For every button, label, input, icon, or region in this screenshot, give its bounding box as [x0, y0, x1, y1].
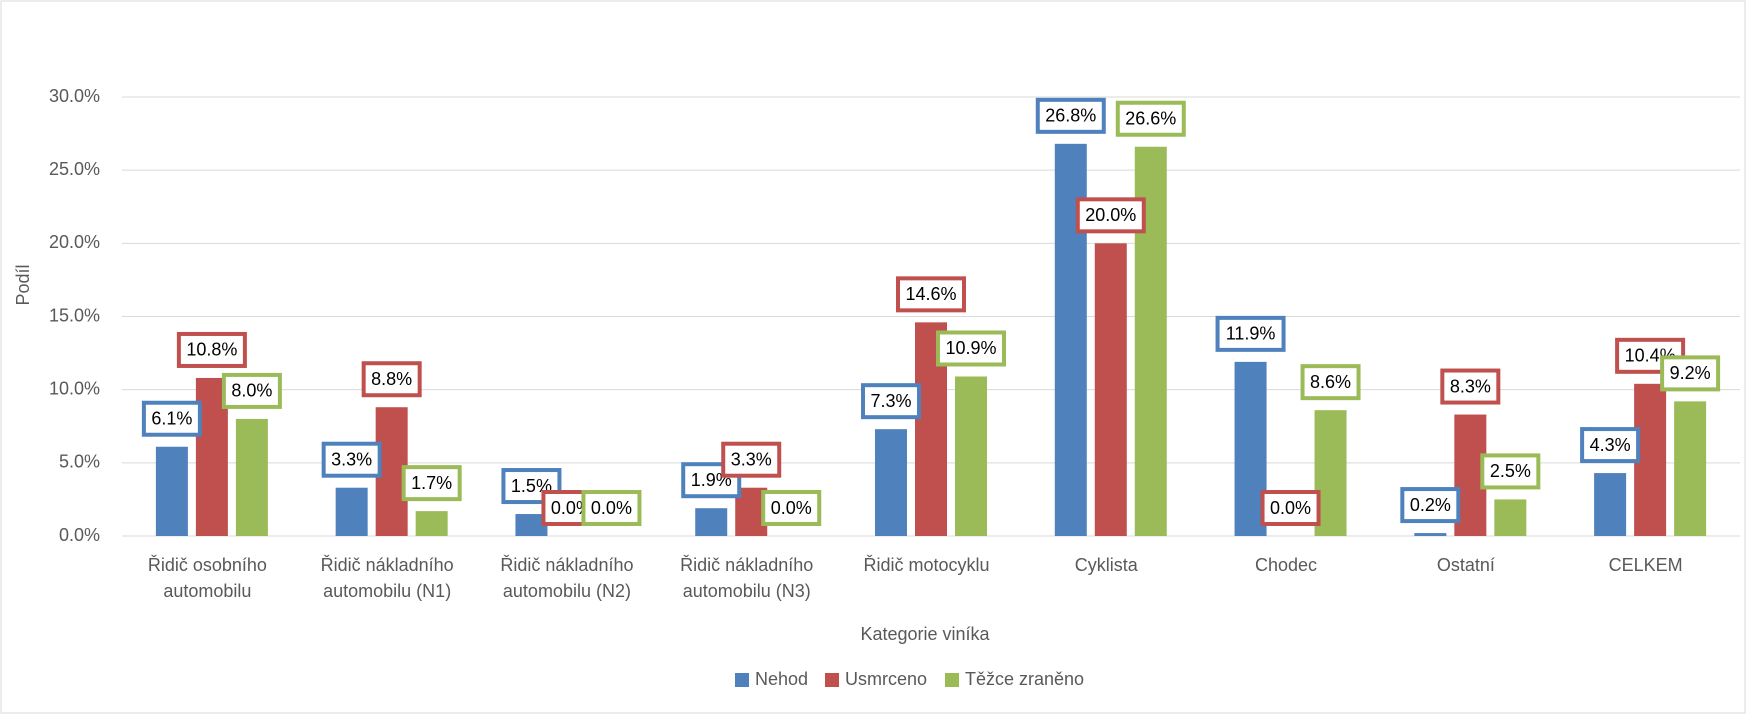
data-label-box	[221, 372, 282, 409]
data-label-box	[1115, 100, 1186, 137]
y-tick-label: 5.0%	[59, 452, 100, 472]
bar	[1594, 473, 1627, 536]
legend-swatch	[825, 673, 839, 687]
y-tick-label: 15.0%	[49, 305, 100, 325]
data-label: 0.2%	[1410, 495, 1451, 515]
data-label: 0.0%	[771, 498, 812, 518]
x-tick-label: Řidič nákladního automobilu (N2)	[500, 555, 634, 601]
x-tick-label: Řidič nákladního automobilu (N3)	[680, 555, 814, 601]
bar	[955, 376, 987, 536]
x-tick-label: Řidič motocyklu	[863, 555, 990, 575]
y-tick-label: 0.0%	[59, 525, 100, 545]
data-label: 0.0%	[1270, 498, 1311, 518]
data-label: 8.3%	[1450, 376, 1491, 396]
y-tick-label: 20.0%	[49, 232, 100, 252]
data-label-box	[141, 400, 202, 437]
data-label-box	[581, 490, 642, 526]
data-label: 8.8%	[371, 369, 412, 389]
y-tick-label: 30.0%	[49, 86, 100, 106]
legend-swatch	[735, 673, 749, 687]
data-label-box	[1400, 487, 1461, 524]
data-label-box	[501, 468, 562, 505]
data-label: 20.0%	[1085, 205, 1136, 225]
x-tick-label: Ostatní	[1436, 555, 1495, 575]
bar	[1094, 243, 1127, 537]
x-tick-label: Řidič osobního automobilu	[147, 555, 267, 601]
bar	[235, 418, 268, 536]
data-label-box	[361, 361, 422, 398]
data-label: 4.3%	[1590, 435, 1631, 455]
legend-label: Usmrceno	[845, 669, 927, 689]
bar	[1674, 401, 1707, 536]
data-label-box	[1075, 197, 1146, 234]
data-label-box	[1215, 315, 1286, 352]
data-label-box	[1260, 490, 1321, 526]
y-axis-title: Podíl	[13, 264, 33, 305]
data-label-box	[1660, 355, 1721, 392]
data-label-box	[321, 441, 382, 478]
data-label-box	[761, 490, 822, 526]
data-label: 10.9%	[945, 338, 996, 358]
data-label: 11.9%	[1226, 324, 1276, 344]
legend-label: Těžce zraněno	[965, 669, 1084, 689]
y-tick-label: 10.0%	[49, 378, 100, 398]
data-label-box	[401, 465, 462, 502]
data-label: 3.3%	[731, 449, 772, 469]
data-label: 8.6%	[1310, 372, 1351, 392]
data-label: 1.7%	[411, 473, 452, 493]
data-label: 10.8%	[186, 340, 237, 360]
data-label: 3.3%	[331, 449, 372, 469]
x-tick-label: Chodec	[1255, 555, 1318, 575]
bar	[1494, 499, 1527, 536]
bar	[515, 514, 548, 536]
bar	[155, 446, 188, 536]
data-label-box	[1480, 453, 1541, 490]
data-label: 7.3%	[870, 391, 911, 411]
data-label-box	[1440, 368, 1501, 405]
bar	[1414, 533, 1447, 536]
x-axis-title: Kategorie viníka	[860, 624, 990, 644]
legend-label: Nehod	[755, 669, 808, 689]
x-tick-label: Cyklista	[1074, 555, 1138, 575]
data-label-box	[176, 331, 247, 368]
data-label-box	[721, 441, 782, 478]
x-tick-label: CELKEM	[1608, 555, 1683, 575]
data-label-box	[896, 276, 966, 313]
data-label: 0.0%	[591, 498, 632, 518]
bar	[335, 487, 368, 536]
data-label-box	[1300, 364, 1361, 401]
data-label: 9.2%	[1670, 363, 1711, 383]
data-label: 14.6%	[905, 284, 956, 304]
data-label: 26.6%	[1125, 109, 1176, 129]
data-label: 26.8%	[1045, 106, 1096, 126]
data-label-box	[1580, 427, 1641, 464]
bar	[695, 508, 728, 536]
data-label-box	[1035, 97, 1106, 134]
data-label: 8.0%	[231, 381, 272, 401]
x-tick-label: Řidič nákladního automobilu (N1)	[320, 555, 454, 601]
data-label: 6.1%	[151, 408, 192, 428]
data-label-box	[861, 383, 921, 420]
data-label: 2.5%	[1490, 461, 1531, 481]
y-tick-label: 25.0%	[49, 159, 100, 179]
bar	[875, 429, 907, 536]
bar	[415, 511, 448, 536]
legend-swatch	[945, 673, 959, 687]
data-label-box	[936, 330, 1006, 367]
